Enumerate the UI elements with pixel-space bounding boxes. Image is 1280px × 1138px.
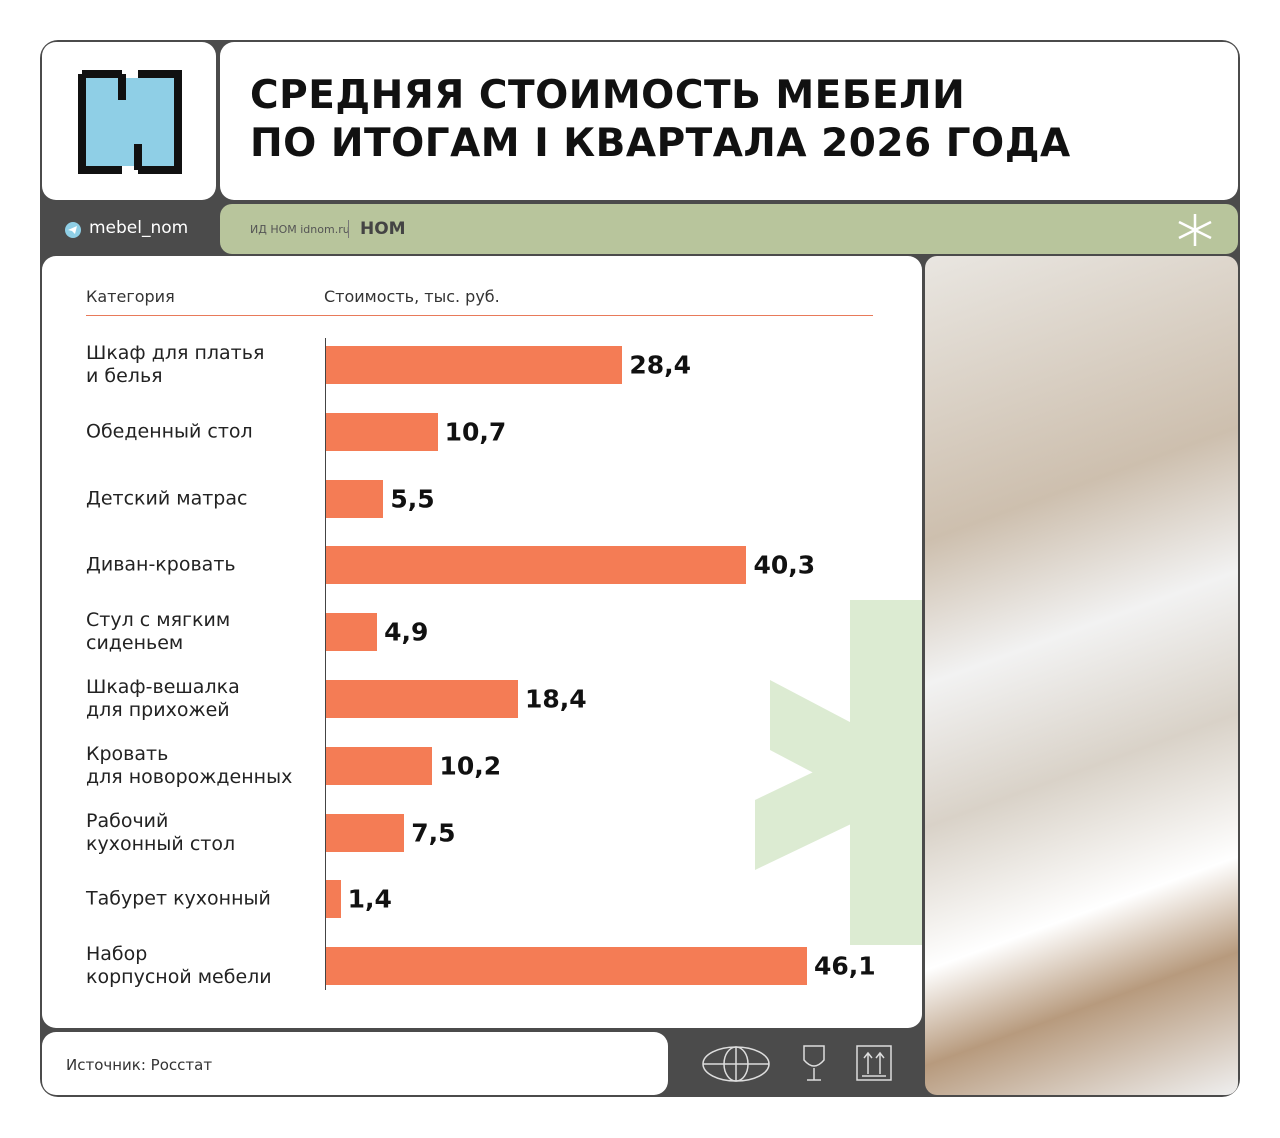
logo-panel	[42, 42, 216, 200]
title: СРЕДНЯЯ СТОИМОСТЬ МЕБЕЛИ ПО ИТОГАМ I КВА…	[250, 73, 1071, 166]
category-label: Детский матрас	[86, 487, 248, 510]
green-bar	[220, 204, 1238, 254]
value-label: 46,1	[814, 951, 876, 981]
value-header: Стоимость, тыс. руб.	[324, 287, 500, 306]
category-label: Диван-кровать	[86, 553, 236, 576]
source: Источник: Росстат	[66, 1056, 213, 1074]
brand: НОМ	[360, 219, 406, 239]
bar	[326, 680, 518, 718]
value-label: 10,2	[439, 751, 502, 781]
category-header: Категория	[86, 287, 175, 306]
bar	[326, 746, 433, 785]
footer-icons	[702, 1045, 892, 1082]
bar	[326, 880, 341, 919]
value-label: 40,3	[753, 550, 816, 580]
footer-panel	[42, 1032, 668, 1095]
publisher: ИД НОМ idnom.ru	[250, 223, 350, 236]
category-label: Рабочий кухонный стол	[86, 809, 236, 855]
bar	[326, 613, 378, 652]
title-panel	[220, 42, 1238, 200]
axis-line	[325, 338, 326, 990]
category-label: Шкаф-вешалка для прихожей	[86, 676, 240, 721]
bar	[326, 346, 623, 384]
bar	[326, 479, 384, 518]
telegram-icon	[65, 222, 81, 238]
value-label: 4,9	[384, 617, 429, 647]
value-label: 7,5	[411, 818, 456, 848]
category-label: Кровать для новорожденных	[86, 742, 293, 788]
category-label: Шкаф для платья и белья	[86, 342, 265, 387]
chart-panel	[42, 256, 922, 1028]
header-rule	[86, 315, 873, 316]
bar	[326, 546, 747, 585]
value-label: 28,4	[629, 350, 691, 380]
category-label: Стул с мягким сиденьем	[86, 609, 231, 655]
category-label: Табурет кухонный	[86, 887, 271, 910]
star-icon	[1178, 214, 1212, 246]
category-label: Набор корпусной мебели	[86, 943, 272, 989]
value-label: 5,5	[390, 484, 435, 514]
interior-photo	[925, 256, 1238, 1095]
category-label: Обеденный стол	[86, 420, 253, 443]
bar	[326, 412, 438, 451]
green-asterisk	[755, 600, 922, 945]
value-label: 1,4	[347, 884, 392, 914]
logo	[78, 70, 182, 174]
bar	[326, 947, 807, 986]
value-label: 18,4	[524, 684, 587, 714]
divider	[348, 220, 349, 238]
channel: mebel_nom	[89, 218, 189, 238]
value-label: 10,7	[444, 417, 507, 447]
bar	[326, 813, 405, 852]
